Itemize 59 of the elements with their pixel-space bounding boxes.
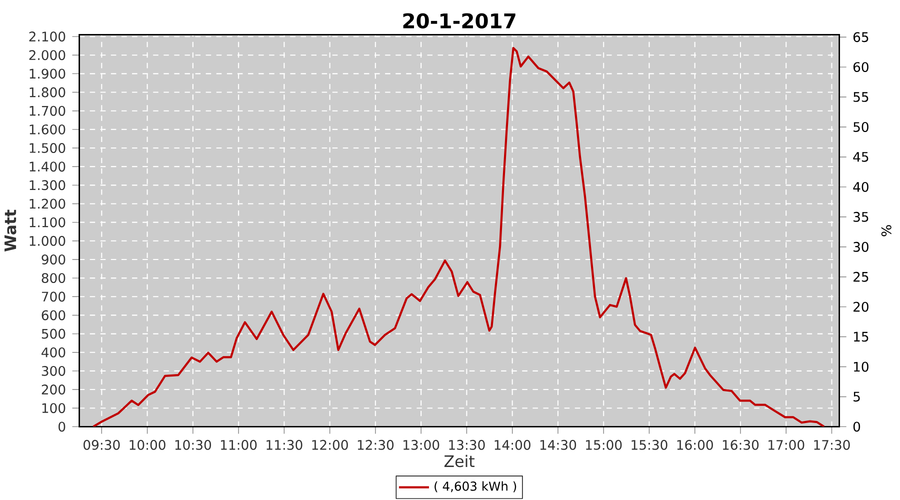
y2-tick-label: 30 xyxy=(854,242,868,252)
y-tick-label: 1.300 xyxy=(30,180,66,190)
y-tick-label: 400 xyxy=(42,347,66,358)
y-tick-label: 1.500 xyxy=(30,143,66,154)
y2-axis-title: % xyxy=(881,225,892,236)
y-tick-label: 800 xyxy=(42,273,66,284)
y2-tick-label: 50 xyxy=(854,122,868,132)
y2-tick-label: 45 xyxy=(853,152,868,162)
y2-tick-label: 65 xyxy=(853,32,868,42)
legend-label: ( 4,603 kWh ) xyxy=(434,481,516,492)
y-tick-label: 1.700 xyxy=(30,106,66,116)
y-tick-label: 2.000 xyxy=(29,50,66,60)
y-tick-label: 500 xyxy=(42,328,66,339)
y2-tick-label: 60 xyxy=(853,62,868,72)
x-tick-label: 10:30 xyxy=(175,440,212,450)
y-tick-label: 300 xyxy=(42,366,66,376)
x-tick-label: 11:30 xyxy=(266,440,302,450)
y-tick-label: 1.200 xyxy=(30,198,66,209)
y2-tick-label: 25 xyxy=(854,272,868,282)
y-tick-label: 900 xyxy=(42,254,66,264)
x-tick-label: 15:30 xyxy=(632,440,668,450)
x-tick-label: 14:00 xyxy=(494,440,530,450)
y-tick-label: 2.100 xyxy=(29,32,66,42)
x-tick-label: 14:30 xyxy=(540,440,576,450)
y-tick-label: 100 xyxy=(42,403,66,414)
y-tick-label: 600 xyxy=(42,310,66,320)
y2-tick-label: 15 xyxy=(854,332,868,342)
y-tick-label: 200 xyxy=(42,384,66,395)
y2-tick-label: 5 xyxy=(854,392,860,402)
x-tick-label: 10:00 xyxy=(130,440,166,450)
y-tick-label: 1.400 xyxy=(30,162,66,172)
x-tick-label: 16:00 xyxy=(677,440,713,450)
y2-tick-label: 0 xyxy=(853,422,860,432)
y2-tick-label: 10 xyxy=(854,362,868,372)
x-tick-label: 16:30 xyxy=(722,440,759,450)
x-tick-label: 17:00 xyxy=(768,440,804,450)
y-tick-label: 1.800 xyxy=(30,87,66,98)
y-tick-label: 700 xyxy=(42,292,66,302)
y2-tick-label: 40 xyxy=(853,182,868,192)
x-tick-label: 15:00 xyxy=(586,440,622,450)
y-axis-title: Watt xyxy=(4,210,16,252)
chart-title: 20-1-2017 xyxy=(403,13,516,28)
y2-tick-label: 20 xyxy=(854,302,868,312)
x-tick-label: 13:00 xyxy=(404,440,440,450)
x-tick-label: 17:30 xyxy=(814,440,850,450)
y-tick-label: 1.900 xyxy=(30,68,66,79)
y-tick-label: 1.100 xyxy=(30,217,66,228)
y-tick-label: 0 xyxy=(58,422,66,432)
y-tick-label: 1.600 xyxy=(30,124,66,134)
line-series xyxy=(92,47,826,427)
y2-tick-label: 35 xyxy=(854,212,868,222)
y-tick-label: 1.000 xyxy=(30,236,66,246)
x-tick-label: 09:30 xyxy=(84,440,120,450)
x-tick-label: 12:30 xyxy=(358,440,394,450)
y2-tick-label: 55 xyxy=(854,92,868,102)
x-axis-title: Zeit xyxy=(444,454,474,468)
x-tick-label: 12:00 xyxy=(312,440,348,450)
x-tick-label: 11:00 xyxy=(221,440,257,450)
x-tick-label: 13:30 xyxy=(449,440,485,450)
